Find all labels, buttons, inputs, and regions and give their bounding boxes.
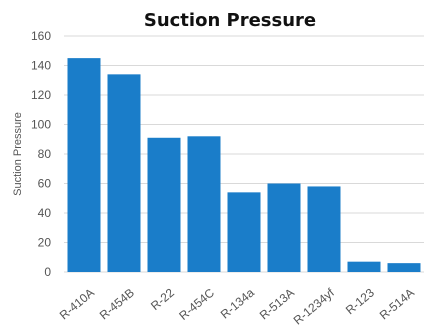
bar <box>147 137 181 272</box>
y-tick-label: 40 <box>38 206 52 220</box>
x-tick-label: R-1234yf <box>291 285 338 327</box>
x-tick-label: R-134a <box>218 285 257 321</box>
chart-title: Suction Pressure <box>144 10 316 31</box>
x-tick-label: R-454C <box>176 285 217 323</box>
x-tick-label: R-454B <box>97 286 137 323</box>
x-tick-label: R-514A <box>377 286 417 323</box>
bar <box>187 136 221 272</box>
y-axis-label: Suction Pressure <box>12 112 24 196</box>
bar <box>227 192 261 272</box>
y-tick-label: 100 <box>31 118 51 132</box>
y-tick-label: 80 <box>38 147 52 161</box>
bar <box>307 186 341 272</box>
bar <box>67 58 101 272</box>
y-tick-label: 20 <box>38 236 52 250</box>
y-tick-label: 140 <box>31 59 51 73</box>
x-tick-label: R-410A <box>57 286 97 323</box>
y-tick-label: 120 <box>31 88 51 102</box>
bar <box>347 261 381 272</box>
y-tick-layer: 0 20 40 60 80 100 120 140 160 <box>31 29 51 279</box>
bar <box>387 263 421 272</box>
x-tick-label: R-22 <box>148 285 177 313</box>
bar-layer <box>67 58 421 272</box>
y-tick-label: 60 <box>38 177 52 191</box>
y-tick-label: 0 <box>44 265 51 279</box>
y-tick-label: 160 <box>31 29 51 43</box>
bar <box>267 183 301 272</box>
x-tick-layer: R-410A R-454B R-22 R-454C R-134a R-513AR-1234… <box>57 285 417 327</box>
x-tick-label: R-123 <box>343 285 377 317</box>
bar <box>107 74 141 272</box>
